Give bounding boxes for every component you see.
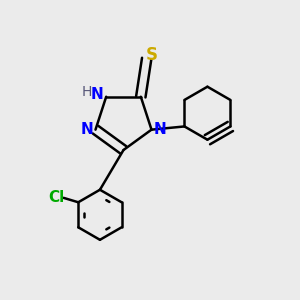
- Text: S: S: [146, 46, 158, 64]
- Text: H: H: [82, 85, 92, 99]
- Text: N: N: [81, 122, 94, 137]
- Text: N: N: [91, 87, 104, 102]
- Text: Cl: Cl: [48, 190, 64, 205]
- Text: N: N: [153, 122, 166, 136]
